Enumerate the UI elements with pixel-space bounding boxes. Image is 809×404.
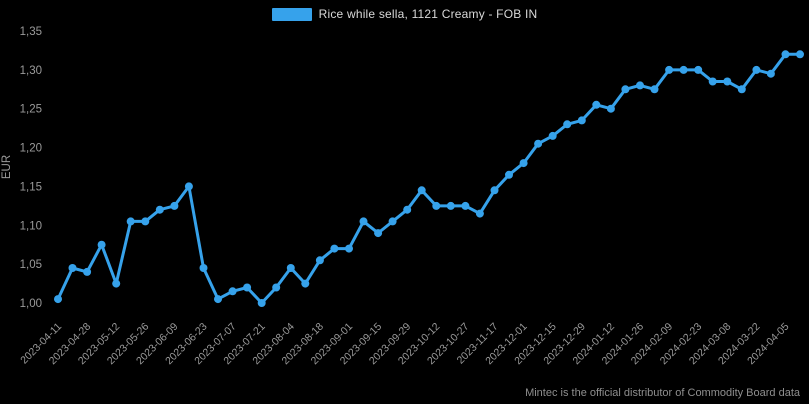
data-point xyxy=(286,264,295,272)
data-point xyxy=(228,287,237,296)
y-tick-label: 1,15 xyxy=(20,181,42,193)
y-axis-title: EUR xyxy=(1,155,13,179)
legend: Rice while sella, 1121 Creamy - FOB IN xyxy=(0,7,809,21)
legend-item[interactable]: Rice while sella, 1121 Creamy - FOB IN xyxy=(271,7,538,21)
data-point xyxy=(694,65,703,74)
data-point xyxy=(54,295,62,304)
y-tick-label: 1,30 xyxy=(20,65,42,77)
y-tick-label: 1,35 xyxy=(20,26,42,38)
data-point xyxy=(388,217,397,226)
data-point xyxy=(475,209,484,218)
data-point xyxy=(636,81,644,90)
data-point xyxy=(83,267,92,276)
y-tick-label: 1,10 xyxy=(20,220,42,232)
data-point xyxy=(243,283,252,292)
data-point xyxy=(592,100,601,109)
data-point xyxy=(708,77,717,86)
data-point xyxy=(257,299,266,307)
legend-swatch xyxy=(271,7,312,21)
data-point xyxy=(650,85,659,94)
data-point xyxy=(301,279,310,288)
data-point xyxy=(752,65,761,74)
data-point xyxy=(170,201,179,210)
data-point xyxy=(417,186,426,195)
data-point xyxy=(330,244,339,253)
data-point xyxy=(272,283,281,292)
data-point xyxy=(505,170,513,179)
data-point xyxy=(155,205,164,214)
data-point xyxy=(577,116,586,125)
data-point xyxy=(548,131,557,140)
legend-label: Rice while sella, 1121 Creamy - FOB IN xyxy=(318,7,538,21)
data-point xyxy=(534,139,543,148)
data-point xyxy=(723,77,732,86)
data-point xyxy=(112,279,121,288)
data-point xyxy=(126,217,135,226)
data-point xyxy=(184,182,193,191)
data-point xyxy=(97,240,106,249)
data-point xyxy=(68,264,77,272)
data-point xyxy=(490,186,499,195)
data-point xyxy=(141,217,150,226)
data-point xyxy=(737,85,746,94)
data-point xyxy=(519,159,528,168)
data-point xyxy=(781,50,790,59)
data-point xyxy=(665,65,674,74)
footer-attribution: Mintec is the official distributor of Co… xyxy=(525,387,800,399)
data-point xyxy=(766,69,775,78)
y-tick-label: 1,25 xyxy=(20,104,42,116)
data-point xyxy=(432,201,441,210)
y-tick-label: 1,20 xyxy=(20,143,42,155)
data-point xyxy=(315,256,324,265)
y-tick-label: 1,00 xyxy=(20,298,42,310)
data-point xyxy=(403,205,412,214)
data-point xyxy=(359,217,368,226)
data-point xyxy=(621,85,630,94)
data-point xyxy=(606,104,615,113)
data-point xyxy=(563,120,572,129)
data-point xyxy=(446,201,455,210)
data-point xyxy=(345,244,353,253)
price-line xyxy=(56,52,802,305)
data-point xyxy=(461,201,470,210)
y-tick-label: 1,05 xyxy=(20,259,42,271)
data-point xyxy=(374,229,383,238)
data-point xyxy=(679,65,688,74)
data-point xyxy=(214,295,222,304)
data-point xyxy=(199,264,208,272)
data-point xyxy=(796,50,804,59)
